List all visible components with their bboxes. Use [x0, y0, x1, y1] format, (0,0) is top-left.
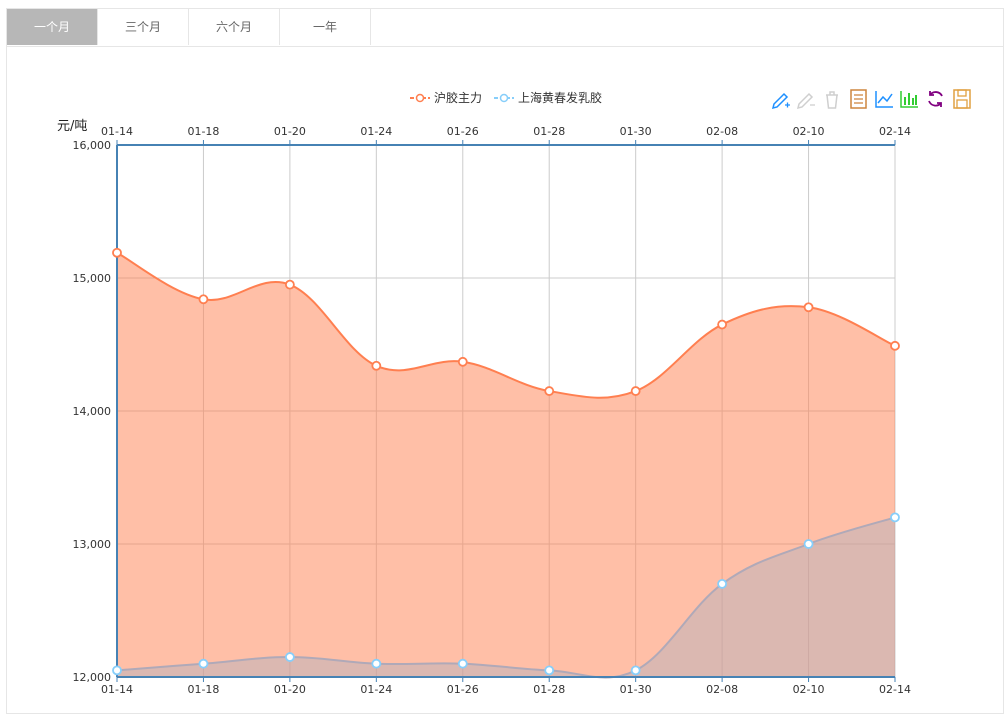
legend-label-series-2: 上海黄春发乳胶 [518, 90, 602, 105]
series-line-1 [116, 251, 896, 399]
x-tick-label-bottom: 02-14 [879, 683, 911, 696]
x-tick-label-top: 01-14 [101, 125, 133, 138]
x-tick-label-top: 02-10 [793, 125, 825, 138]
series-line-2 [116, 516, 896, 679]
data-view-icon[interactable] [850, 89, 867, 109]
tick-labels: 01-14 01-14 01-18 01-18 01-20 01-20 01-24 01-24… [73, 125, 911, 696]
x-tick-label-top: 01-20 [274, 125, 306, 138]
legend-item-series-2[interactable]: 上海黄春发乳胶 [494, 90, 602, 105]
tab-three-months[interactable]: 三个月 [98, 9, 189, 45]
mark-undo-icon[interactable] [796, 92, 815, 110]
data-point-series-1 [198, 294, 209, 305]
x-tick-label-top: 02-14 [879, 125, 911, 138]
data-point-series-1 [544, 386, 555, 396]
y-tick-label: 16,000 [73, 139, 112, 152]
x-tick-label-top: 01-18 [187, 125, 219, 138]
series-area-2 [117, 517, 895, 678]
tab-one-month[interactable]: 一个月 [7, 9, 98, 45]
x-tick-label-bottom: 02-08 [706, 683, 738, 696]
legend-marker-series-1 [415, 93, 425, 103]
data-point-series-2 [284, 652, 295, 662]
x-tick-label-top: 01-28 [533, 125, 565, 138]
axes [116, 140, 896, 682]
mark-pen-icon[interactable] [771, 92, 790, 110]
series-points [112, 247, 900, 676]
data-point-series-1 [803, 302, 814, 313]
data-point-series-1 [717, 319, 728, 330]
data-point-series-2 [198, 658, 209, 669]
mark-clear-icon[interactable] [826, 91, 838, 109]
data-point-series-1 [890, 340, 900, 351]
toolbox [771, 89, 971, 110]
legend-label-series-1: 沪胶主力 [434, 90, 482, 105]
tab-one-year[interactable]: 一年 [280, 9, 371, 45]
x-tick-label-top: 02-08 [706, 125, 738, 138]
data-point-series-2 [544, 665, 555, 676]
y-tick-label: 15,000 [73, 272, 112, 285]
data-point-series-2 [803, 539, 814, 549]
y-tick-label: 12,000 [73, 671, 112, 684]
data-point-series-2 [112, 665, 122, 676]
x-tick-label-bottom: 01-20 [274, 683, 306, 696]
data-point-series-2 [457, 658, 468, 669]
data-point-series-1 [284, 279, 295, 290]
x-tick-label-top: 01-26 [447, 125, 479, 138]
data-point-series-2 [371, 658, 382, 669]
x-tick-label-top: 01-24 [360, 125, 392, 138]
data-point-series-1 [371, 360, 382, 371]
series-area-1 [117, 252, 895, 678]
x-tick-label-bottom: 01-14 [101, 683, 133, 696]
save-image-icon[interactable] [953, 89, 971, 109]
data-point-series-2 [890, 512, 900, 523]
line-chart-icon[interactable] [875, 91, 893, 108]
series-areas [116, 251, 896, 679]
restore-icon[interactable] [928, 91, 943, 107]
bar-chart-icon[interactable] [900, 91, 918, 108]
data-point-series-1 [457, 356, 468, 367]
y-axis-unit: 元/吨 [57, 119, 87, 134]
tab-six-months[interactable]: 六个月 [189, 9, 280, 45]
data-point-series-2 [630, 665, 641, 676]
data-point-series-1 [112, 247, 122, 258]
x-tick-label-bottom: 01-18 [187, 683, 219, 696]
y-tick-label: 13,000 [73, 538, 112, 551]
x-tick-label-bottom: 01-30 [620, 683, 652, 696]
x-tick-label-bottom: 01-26 [447, 683, 479, 696]
data-point-series-2 [717, 579, 728, 589]
x-tick-label-bottom: 01-24 [360, 683, 392, 696]
period-tabs: 一个月 三个月 六个月 一年 [7, 9, 1003, 47]
x-tick-label-bottom: 01-28 [533, 683, 565, 696]
legend: 沪胶主力 上海黄春发乳胶 [410, 90, 602, 105]
x-tick-label-bottom: 02-10 [793, 683, 825, 696]
legend-marker-series-2 [499, 93, 509, 103]
data-point-series-1 [630, 386, 641, 396]
legend-item-series-1[interactable]: 沪胶主力 [410, 90, 482, 105]
x-tick-label-top: 01-30 [620, 125, 652, 138]
y-tick-label: 14,000 [73, 405, 112, 418]
